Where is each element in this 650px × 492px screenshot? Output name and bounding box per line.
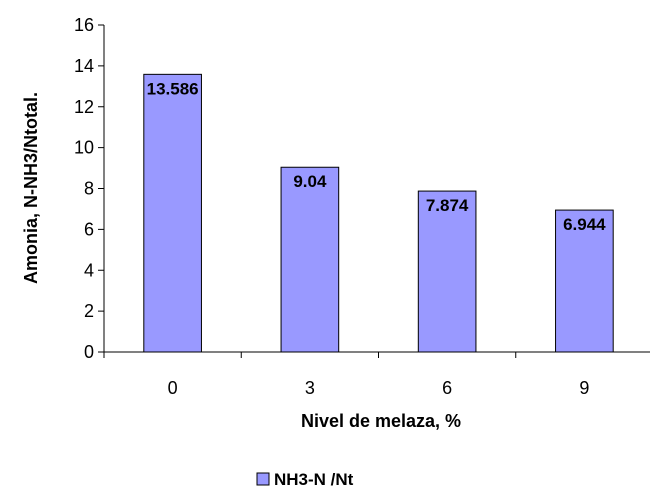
x-tick-label: 0 <box>168 378 178 398</box>
y-tick-label: 4 <box>84 260 94 280</box>
bars-group <box>143 73 614 353</box>
x-tick-label: 3 <box>305 378 315 398</box>
bar <box>143 73 202 353</box>
y-axis-title: Amonia, N-NH3/Ntotal. <box>21 92 41 284</box>
y-tick-label: 0 <box>84 342 94 362</box>
y-tick-label: 8 <box>84 179 94 199</box>
y-tick-label: 2 <box>84 301 94 321</box>
y-tick-label: 14 <box>74 56 94 76</box>
bar <box>555 209 614 353</box>
y-tick-label: 16 <box>74 15 94 35</box>
x-axis: 0 3 6 9 <box>103 351 650 398</box>
legend-label: NH3-N /Nt <box>274 470 354 489</box>
x-tick-label: 9 <box>579 378 589 398</box>
legend-swatch <box>256 472 270 486</box>
bar <box>417 190 477 353</box>
data-label: 9.04 <box>293 172 327 191</box>
y-tick-label: 12 <box>74 97 94 117</box>
data-label: 13.586 <box>147 79 199 98</box>
x-tick-label: 6 <box>442 378 452 398</box>
x-axis-title: Nivel de melaza, % <box>301 411 461 431</box>
y-tick-label: 6 <box>84 219 94 239</box>
y-tick-label: 10 <box>74 138 94 158</box>
y-axis: 0 2 4 6 8 10 12 14 16 <box>74 15 105 362</box>
bar <box>280 166 340 353</box>
data-label: 7.874 <box>426 196 469 215</box>
data-labels-group: 13.586 9.04 7.874 6.944 <box>147 79 607 234</box>
data-label: 6.944 <box>563 215 606 234</box>
legend: NH3-N /Nt <box>256 470 354 489</box>
